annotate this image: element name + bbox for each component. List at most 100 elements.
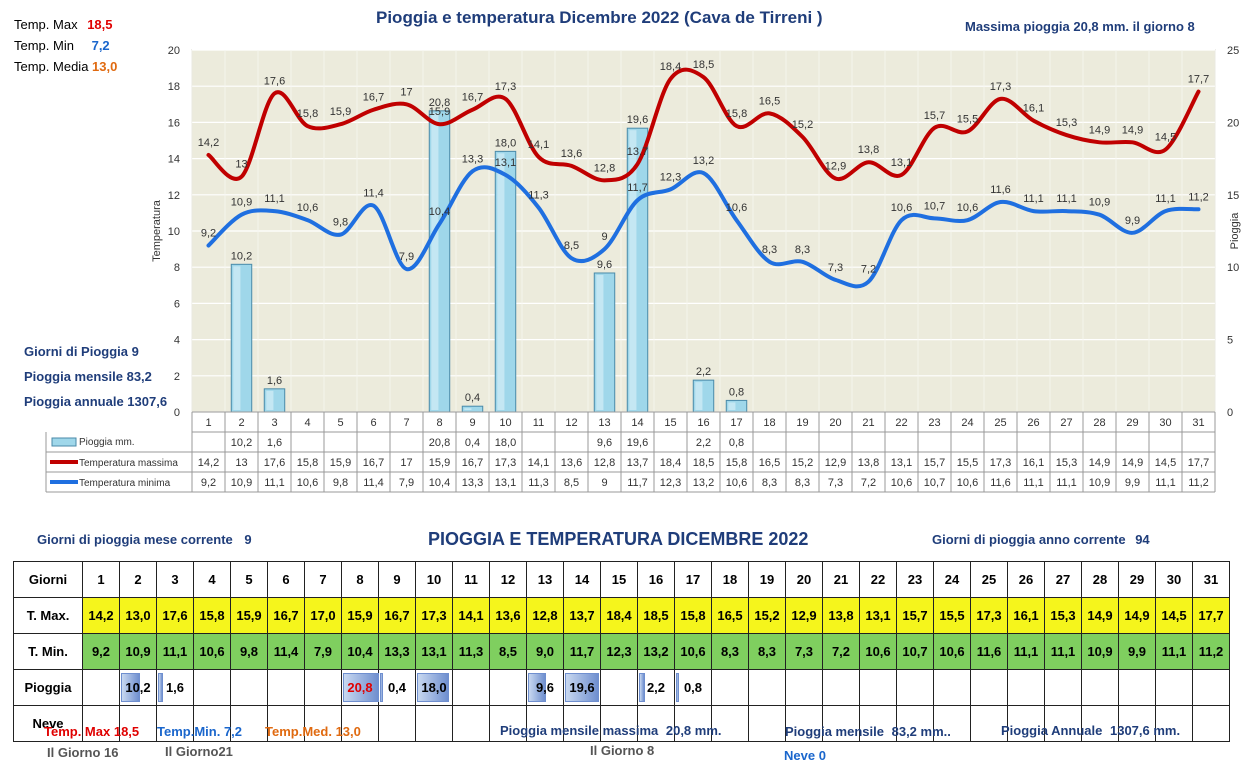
rain-cell: 20,8 — [341, 669, 379, 706]
rain-value: 19,6 — [569, 680, 595, 695]
tmin-data-label: 11,1 — [1023, 193, 1044, 205]
table-rain-value: 20,8 — [429, 437, 450, 449]
tmax-cell: 15,7 — [896, 597, 934, 634]
tmax-cell: 15,5 — [933, 597, 971, 634]
tmax-cell: 12,8 — [526, 597, 564, 634]
tmin-data-label: 13,2 — [693, 155, 714, 167]
tmin-cell: 8,5 — [489, 633, 527, 670]
table-tmax-value: 15,7 — [924, 457, 945, 469]
y-tick-label: 4 — [174, 335, 180, 347]
rain-value: 2,2 — [646, 680, 666, 695]
table-tmax-value: 13 — [235, 457, 247, 469]
day-cell: 10 — [415, 561, 453, 598]
tmax-cell: 15,3 — [1044, 597, 1082, 634]
rain-data-label: 2,2 — [696, 366, 711, 378]
tmax-line — [206, 67, 1201, 183]
table-tmax-value: 15,9 — [429, 457, 450, 469]
table-tmax-value: 17,3 — [495, 457, 516, 469]
tmax-data-label: 17,6 — [264, 75, 285, 87]
tmin-data-label: 10,9 — [1089, 197, 1110, 209]
day-cell: 31 — [1192, 561, 1230, 598]
rain-data-label: 18,0 — [495, 137, 516, 149]
rain-value: 20,8 — [347, 680, 373, 695]
rain-cell — [970, 669, 1008, 706]
table-tmin-value: 11,2 — [1188, 477, 1209, 489]
tmax-data-label: 15,8 — [297, 108, 318, 120]
tmin-data-label: 10,6 — [726, 202, 747, 214]
table-tmax-value: 18,5 — [693, 457, 714, 469]
temp-min-value: 7,2 — [91, 38, 110, 53]
table-tmax-value: 14,5 — [1155, 457, 1176, 469]
tmin-data-label: 8,3 — [795, 244, 810, 256]
tmax-cell: 15,9 — [341, 597, 379, 634]
temp-max-label: Temp. Max — [14, 17, 78, 32]
giorni-mese: Giorni di pioggia mese corrente 9 — [37, 532, 252, 547]
giorni-anno-value: 94 — [1135, 532, 1150, 547]
rain-value: 10,2 — [125, 680, 151, 695]
y-tick-label: 18 — [168, 81, 180, 93]
tmin-cell: 13,1 — [415, 633, 453, 670]
table-tmax-value: 14,2 — [198, 457, 219, 469]
table-tmax-value: 15,5 — [957, 457, 978, 469]
footer-pann-label: Pioggia Annuale — [1001, 723, 1103, 738]
tmax-data-label: 15,3 — [1056, 117, 1077, 129]
snow-cell — [415, 705, 453, 742]
x-tick-label: 29 — [1126, 417, 1138, 429]
x-tick-label: 20 — [829, 417, 841, 429]
snow-cell — [1192, 705, 1230, 742]
x-tick-label: 9 — [469, 417, 475, 429]
legend-rain-label: Pioggia mm. — [79, 437, 135, 448]
y2-tick-label: 15 — [1227, 190, 1239, 202]
table-tmin-value: 13,1 — [495, 477, 516, 489]
bottom-title: PIOGGIA E TEMPERATURA DICEMBRE 2022 — [428, 529, 809, 549]
tmax-cell: 17,6 — [156, 597, 194, 634]
x-tick-label: 23 — [928, 417, 940, 429]
snow-cell — [896, 705, 934, 742]
tmin-data-label: 9 — [601, 231, 607, 243]
tmin-data-label: 13,1 — [495, 157, 516, 169]
tmax-data-label: 13 — [235, 159, 247, 171]
rain-cell: 10,2 — [119, 669, 157, 706]
y-axis-title: Temperatura — [151, 199, 163, 262]
snow-cell — [378, 705, 416, 742]
table-tmin-value: 10,4 — [429, 477, 450, 489]
tmin-data-label: 8,3 — [762, 244, 777, 256]
rain-cell — [1155, 669, 1193, 706]
table-tmin-value: 9,2 — [201, 477, 216, 489]
rain-data-label: 0,8 — [729, 386, 744, 398]
y2-tick-label: 10 — [1227, 262, 1239, 274]
day-cell: 7 — [304, 561, 342, 598]
tmin-data-label: 9,2 — [201, 227, 216, 239]
summary-row-snow: Neve — [13, 705, 1230, 742]
tmin-data-label: 11,1 — [1155, 193, 1176, 205]
table-tmin-value: 13,3 — [462, 477, 483, 489]
footer-tmed-label: Temp.Med. — [265, 724, 332, 739]
rain-cell — [452, 669, 490, 706]
snow-cell — [119, 705, 157, 742]
day-cell: 1 — [82, 561, 120, 598]
rain-fill-bar — [528, 673, 546, 702]
max-rain-note: Massima pioggia 20,8 mm. il giorno 8 — [965, 19, 1195, 34]
y-tick-label: 8 — [174, 262, 180, 274]
day-cell: 25 — [970, 561, 1008, 598]
tmin-cell: 10,6 — [859, 633, 897, 670]
table-tmin-value: 10,6 — [726, 477, 747, 489]
rain-data-label: 19,6 — [627, 114, 648, 126]
tmax-cell: 13,8 — [822, 597, 860, 634]
x-tick-label: 25 — [994, 417, 1006, 429]
tmax-cell: 13,0 — [119, 597, 157, 634]
snow-cell — [156, 705, 194, 742]
row-header-day: Giorni — [13, 561, 83, 598]
rain-cell — [785, 669, 823, 706]
snow-cell — [748, 705, 786, 742]
tmax-data-label: 15,8 — [726, 108, 747, 120]
tmin-cell: 11,1 — [1044, 633, 1082, 670]
temp-media-value: 13,0 — [92, 59, 118, 74]
tmin-data-label: 10,6 — [957, 202, 978, 214]
table-tmin-value: 10,6 — [957, 477, 978, 489]
table-tmax-value: 16,7 — [363, 457, 384, 469]
y2-tick-label: 0 — [1227, 407, 1233, 419]
temp-max-value: 18,5 — [87, 17, 113, 32]
rain-fill-bar — [121, 673, 140, 702]
tmax-data-label: 16,7 — [363, 92, 384, 104]
